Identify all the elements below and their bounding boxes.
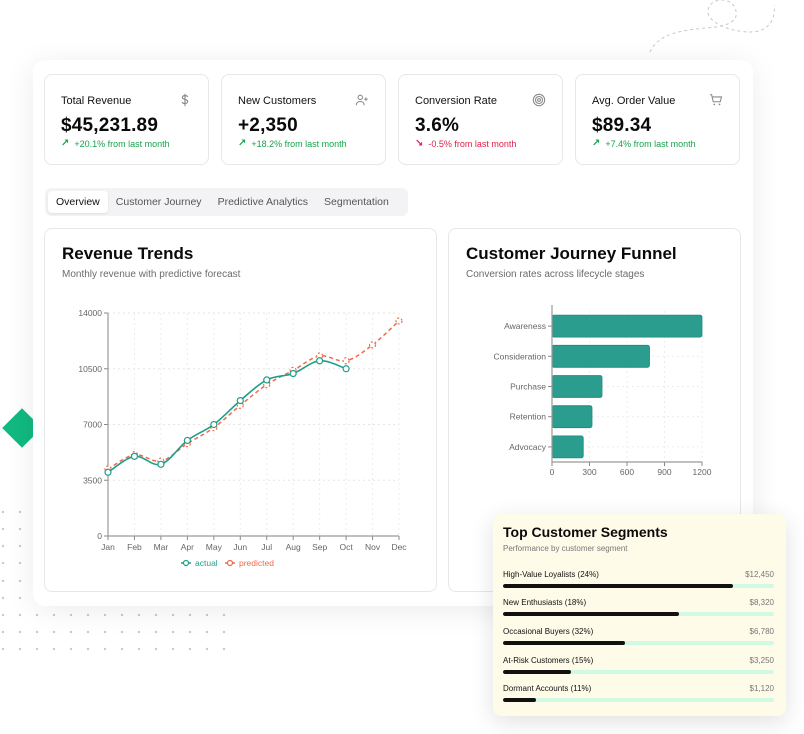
trend-up-icon: ↗ [61,138,70,149]
svg-text:Jun: Jun [233,542,247,552]
dashboard-card: Total Revenue $45,231.89 ↗ +20.1% from la… [33,60,753,606]
svg-text:predicted: predicted [239,558,274,568]
revenue-line-chart: 0 3500 7000 10500 14000 Jan Feb Mar Apr May Jun Jul… [78,308,407,568]
svg-text:0: 0 [550,467,555,477]
tab-segmentation[interactable]: Segmentation [324,196,389,208]
svg-text:May: May [206,542,223,552]
user-plus-icon [355,94,368,106]
dollar-icon [181,93,189,107]
svg-text:Oct: Oct [339,542,353,552]
kpi-title: Total Revenue [61,95,132,107]
svg-text:7000: 7000 [83,420,102,430]
svg-text:Mar: Mar [154,542,169,552]
kpi-title: Conversion Rate [415,95,497,107]
segments-subtitle: Performance by customer segment [503,544,628,553]
panel-title: Revenue Trends [62,244,194,263]
svg-text:Jul: Jul [261,542,272,552]
segments-title: Top Customer Segments [503,524,668,540]
chart-legend: actual predicted [181,558,274,568]
svg-text:actual: actual [195,558,218,568]
svg-text:3500: 3500 [83,475,102,485]
svg-text:Dec: Dec [391,542,407,552]
top-segments-card: Top Customer Segments Performance by cus… [493,514,786,716]
kpi-card-total-revenue: Total Revenue $45,231.89 ↗ +20.1% from la… [44,74,209,165]
panel-title: Customer Journey Funnel [466,244,677,263]
segment-progress-bar [503,641,774,645]
segment-progress-bar [503,698,774,702]
kpi-card-avg-order-value: Avg. Order Value $89.34 ↗ +7.4% from last… [575,74,740,165]
svg-text:10500: 10500 [78,364,102,374]
segment-name: High-Value Loyalists (24%) [503,570,599,579]
segment-value: $8,320 [749,598,774,607]
svg-text:14000: 14000 [78,308,102,318]
svg-text:300: 300 [582,467,596,477]
target-icon [532,93,546,107]
svg-text:Sep: Sep [312,542,327,552]
kpi-delta: ↗ +7.4% from last month [592,138,696,149]
svg-text:Feb: Feb [127,542,142,552]
svg-text:Aug: Aug [286,542,301,552]
segment-progress-bar [503,612,774,616]
segment-value: $1,120 [749,684,774,693]
panel-subtitle: Monthly revenue with predictive forecast [62,269,241,280]
kpi-value: +2,350 [238,115,298,136]
kpi-value: $45,231.89 [61,115,159,136]
cart-icon [709,94,723,106]
revenue-trends-panel: Revenue Trends Monthly revenue with pred… [44,228,437,592]
segment-name: New Enthusiasts (18%) [503,598,587,607]
svg-text:1200: 1200 [693,467,712,477]
svg-text:Jan: Jan [101,542,115,552]
segment-value: $12,450 [745,570,774,579]
tab-predictive-analytics[interactable]: Predictive Analytics [217,196,309,208]
svg-text:Consideration: Consideration [494,351,547,361]
panel-subtitle: Conversion rates across lifecycle stages [466,269,645,280]
segment-name: Occasional Buyers (32%) [503,627,594,636]
segment-value: $6,780 [749,627,774,636]
tab-overview[interactable]: Overview [48,191,108,213]
svg-text:Advocacy: Advocacy [509,442,547,452]
svg-text:0: 0 [97,531,102,541]
kpi-title: Avg. Order Value [592,95,676,107]
segment-name: Dormant Accounts (11%) [503,684,592,693]
kpi-card-conversion-rate: Conversion Rate 3.6% ↘ -0.5% from last mo… [398,74,563,165]
svg-text:600: 600 [620,467,634,477]
svg-text:900: 900 [657,467,671,477]
svg-text:Retention: Retention [510,412,547,422]
kpi-value: 3.6% [415,115,460,136]
svg-text:Purchase: Purchase [510,382,546,392]
kpi-title: New Customers [238,95,317,107]
tab-bar: Overview Customer Journey Predictive Ana… [45,188,408,216]
kpi-card-new-customers: New Customers +2,350 ↗ +18.2% from last m… [221,74,386,165]
segment-progress-bar [503,584,774,588]
trend-up-icon: ↗ [238,138,247,149]
kpi-delta: ↗ +20.1% from last month [61,138,170,149]
dashed-loop-decoration [649,0,775,53]
svg-text:Apr: Apr [181,542,194,552]
segment-progress-bar [503,670,774,674]
kpi-delta: ↘ -0.5% from last month [415,138,517,149]
trend-down-icon: ↘ [415,138,424,149]
segment-name: At-Risk Customers (15%) [503,656,594,665]
kpi-value: $89.34 [592,115,652,136]
trend-up-icon: ↗ [592,138,601,149]
kpi-delta: ↗ +18.2% from last month [238,138,347,149]
funnel-bar-chart: 0 300 600 900 1200 Awareness Consideration Purc… [494,305,712,477]
svg-text:Awareness: Awareness [504,321,546,331]
tab-customer-journey[interactable]: Customer Journey [115,196,202,208]
segment-value: $3,250 [749,656,774,665]
svg-text:Nov: Nov [365,542,381,552]
